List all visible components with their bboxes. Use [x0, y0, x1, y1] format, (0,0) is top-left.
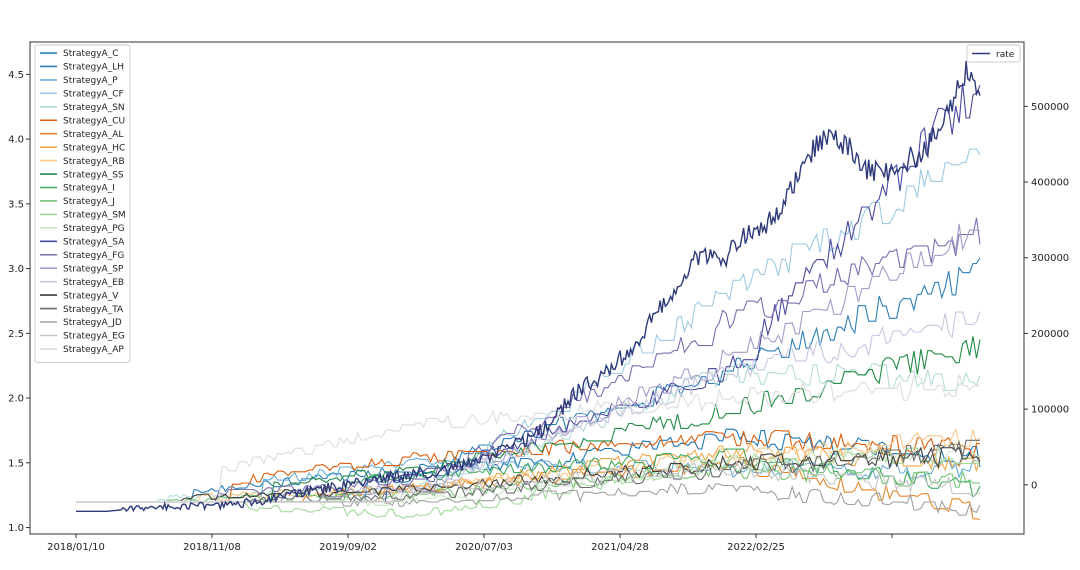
- legend-label-StrategyA_AL: StrategyA_AL: [63, 130, 123, 140]
- series-layer: [76, 61, 981, 521]
- legend-right: rate: [966, 44, 1021, 63]
- x-tick-label: 2018/11/08: [183, 542, 241, 553]
- left-tick-label: 3.5: [8, 199, 24, 210]
- left-tick-label: 1.0: [8, 523, 24, 534]
- legend-label-StrategyA_HC: StrategyA_HC: [63, 143, 125, 153]
- legend-label-StrategyA_TA: StrategyA_TA: [63, 305, 124, 315]
- right-tick-label: 400000: [1031, 178, 1069, 189]
- series-line-StrategyA_SN: [76, 363, 981, 503]
- series-line-rate: [76, 61, 981, 513]
- legend-label-StrategyA_EG: StrategyA_EG: [63, 332, 125, 342]
- legend-label-StrategyA_SM: StrategyA_SM: [63, 211, 126, 221]
- right-tick-label: 0: [1031, 480, 1037, 491]
- legend-label-StrategyA_SP: StrategyA_SP: [63, 264, 124, 274]
- series-line-StrategyA_J: [76, 464, 980, 503]
- x-tick-label: 2022/02/25: [727, 542, 785, 553]
- legend-label-StrategyA_EB: StrategyA_EB: [63, 278, 124, 288]
- legend-label-StrategyA_PG: StrategyA_PG: [63, 224, 125, 234]
- legend-label-StrategyA_JD: StrategyA_JD: [63, 318, 122, 328]
- legend-label-StrategyA_P: StrategyA_P: [63, 76, 118, 86]
- legend-box: [34, 44, 131, 363]
- legend-label-StrategyA_SA: StrategyA_SA: [63, 238, 125, 248]
- series-line-StrategyA_FG: [76, 217, 981, 503]
- right-tick-label: 300000: [1031, 253, 1069, 264]
- left-tick-label: 3.0: [8, 264, 24, 275]
- series-line-StrategyA_EG: [76, 460, 981, 503]
- legend-label-StrategyA_LH: StrategyA_LH: [63, 63, 124, 73]
- x-tick-label: 2021/04/28: [591, 542, 649, 553]
- legend-label-StrategyA_C: StrategyA_C: [63, 49, 119, 59]
- left-tick-label: 4.0: [8, 135, 24, 146]
- x-tick-label: 2020/07/03: [455, 542, 513, 553]
- left-tick-label: 2.5: [8, 329, 24, 340]
- legend-label-StrategyA_I: StrategyA_I: [63, 184, 115, 194]
- x-tick-label: 2018/01/10: [47, 542, 105, 553]
- legend-label-rate: rate: [996, 50, 1015, 60]
- left-tick-label: 4.5: [8, 70, 24, 81]
- x-axis: 2018/01/10 2018/11/08 2019/09/02 2020/07/03…: [47, 534, 893, 553]
- right-axis: 0 100000 200000 300000 400000 500000: [1024, 102, 1069, 491]
- legend-label-StrategyA_SN: StrategyA_SN: [63, 103, 125, 113]
- left-tick-label: 1.5: [8, 458, 24, 469]
- legend-left: StrategyA_C StrategyA_LH StrategyA_P Strate…: [34, 44, 131, 363]
- legend-label-StrategyA_FG: StrategyA_FG: [63, 251, 124, 261]
- plot-frame: [29, 41, 1025, 535]
- right-tick-label: 200000: [1031, 329, 1069, 340]
- legend-label-StrategyA_CF: StrategyA_CF: [63, 90, 124, 100]
- series-line-StrategyA_AP: [76, 374, 980, 503]
- series-line-StrategyA_RB: [76, 427, 981, 503]
- legend-label-StrategyA_V: StrategyA_V: [63, 291, 119, 301]
- left-tick-label: 2.0: [8, 394, 24, 405]
- rate-legend-box: [966, 44, 1021, 63]
- left-axis: 1.0 1.5 2.0 2.5 3.0 3.5 4.0 4.5: [8, 70, 30, 534]
- legend-label-StrategyA_SS: StrategyA_SS: [63, 170, 124, 180]
- x-tick-label: 2019/09/02: [319, 542, 377, 553]
- legend-label-StrategyA_AP: StrategyA_AP: [63, 345, 124, 355]
- right-tick-label: 100000: [1031, 405, 1069, 416]
- legend-label-StrategyA_RB: StrategyA_RB: [63, 157, 125, 167]
- legend-label-StrategyA_CU: StrategyA_CU: [63, 116, 125, 126]
- legend-label-StrategyA_J: StrategyA_J: [63, 197, 115, 207]
- right-tick-label: 500000: [1031, 102, 1069, 113]
